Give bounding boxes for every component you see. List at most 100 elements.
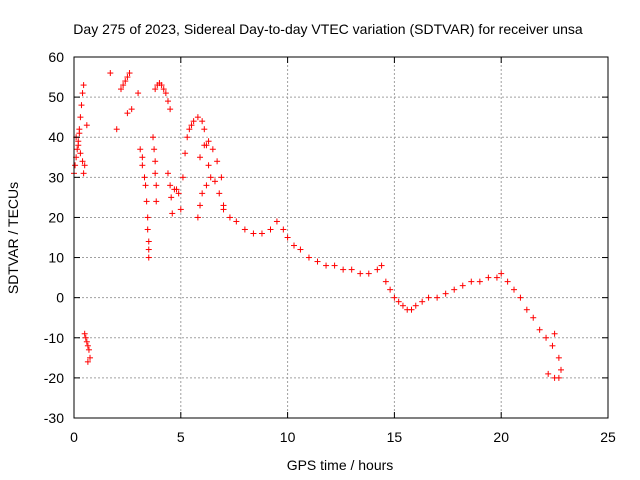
data-point [365, 270, 372, 277]
data-point [144, 214, 151, 221]
data-point [72, 162, 79, 169]
y-tick-label: 0 [56, 290, 64, 306]
data-point [145, 238, 152, 245]
data-point [143, 198, 150, 205]
data-point [530, 314, 537, 321]
data-point [81, 162, 88, 169]
data-point [76, 130, 83, 137]
data-point [197, 154, 204, 161]
data-point [128, 106, 135, 113]
data-point [511, 286, 518, 293]
data-point [152, 86, 159, 93]
y-tick-label: -10 [44, 330, 64, 346]
data-point [80, 82, 87, 89]
data-point [77, 114, 84, 121]
data-point [250, 230, 257, 237]
data-point [168, 194, 175, 201]
data-point [199, 118, 206, 125]
data-point [152, 158, 159, 165]
data-point [169, 210, 176, 217]
data-point [84, 342, 91, 349]
data-point [536, 326, 543, 333]
data-point [378, 262, 385, 269]
data-point [258, 230, 265, 237]
data-point [233, 218, 240, 225]
data-point [173, 186, 180, 193]
data-point [124, 110, 131, 117]
data-point [504, 278, 511, 285]
data-point [124, 74, 131, 81]
data-point [80, 170, 87, 177]
data-point [211, 178, 218, 185]
y-tick-label: 60 [48, 49, 64, 65]
data-point [207, 174, 214, 181]
data-point [164, 98, 171, 105]
data-point [459, 282, 466, 289]
data-point [485, 274, 492, 281]
data-point [184, 134, 191, 141]
data-point [83, 122, 90, 129]
data-point [75, 142, 82, 149]
data-point [205, 138, 212, 145]
data-point [493, 274, 500, 281]
x-tick-label: 25 [600, 429, 616, 445]
data-point [201, 142, 208, 149]
x-tick-label: 5 [177, 429, 185, 445]
data-point [122, 78, 129, 85]
data-point [305, 254, 312, 261]
data-point [382, 278, 389, 285]
data-point [139, 162, 146, 169]
data-point [144, 226, 151, 233]
data-point [214, 158, 221, 165]
data-point [186, 126, 193, 133]
data-point [391, 294, 398, 301]
data-point [139, 154, 146, 161]
data-point [153, 198, 160, 205]
data-point [167, 106, 174, 113]
data-point [273, 218, 280, 225]
data-point [126, 70, 133, 77]
data-point [218, 174, 225, 181]
data-point [158, 82, 165, 89]
data-point [120, 82, 127, 89]
data-point [145, 254, 152, 261]
data-point [182, 150, 189, 157]
data-point [85, 346, 92, 353]
data-point [543, 334, 550, 341]
data-point [549, 342, 556, 349]
y-tick-label: 40 [48, 129, 64, 145]
x-tick-label: 0 [70, 429, 78, 445]
data-point [141, 174, 148, 181]
y-tick-label: -20 [44, 370, 64, 386]
data-point [197, 202, 204, 209]
y-tick-label: -30 [44, 410, 64, 426]
data-point [523, 306, 530, 313]
data-point [545, 370, 552, 377]
x-axis-title: GPS time / hours [287, 457, 394, 473]
data-point [81, 330, 88, 337]
data-points [71, 70, 565, 381]
data-point [153, 182, 160, 189]
data-point [323, 262, 330, 269]
data-point [151, 146, 158, 153]
data-point [267, 226, 274, 233]
data-point [164, 170, 171, 177]
data-point [517, 294, 524, 301]
ticks-layer: 0 5 10 15 20 25 -30 -20 -10 0 10 20 30 40 50 60 [44, 49, 616, 445]
data-point [468, 278, 475, 285]
data-point [408, 306, 415, 313]
data-point [226, 214, 233, 221]
data-point [117, 86, 124, 93]
data-point [74, 146, 81, 153]
data-point [82, 334, 89, 341]
data-point [476, 278, 483, 285]
data-point [241, 226, 248, 233]
data-point [79, 158, 86, 165]
data-point [220, 206, 227, 213]
x-tick-label: 20 [493, 429, 509, 445]
data-point [314, 258, 321, 265]
data-point [162, 90, 169, 97]
data-point [201, 126, 208, 133]
